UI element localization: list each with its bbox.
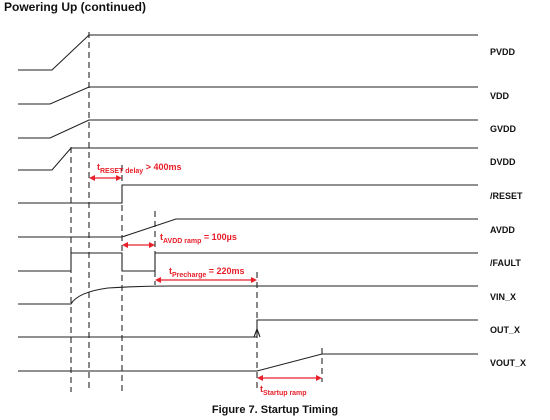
- gvdd-waveform: [18, 119, 478, 139]
- startup-ramp-arrowhead-left: [257, 375, 263, 381]
- page-title: Powering Up (continued): [4, 0, 146, 14]
- label-dvdd: DVDD: [490, 157, 516, 167]
- figure-caption: Figure 7. Startup Timing: [211, 404, 339, 416]
- label-fault: /FAULT: [490, 258, 521, 268]
- waveforms: [18, 34, 478, 372]
- label-gvdd: GVDD: [490, 124, 517, 134]
- label-avdd: AVDD: [490, 225, 515, 235]
- out-waveform: [18, 319, 478, 338]
- pvdd-waveform: [18, 34, 478, 71]
- vin-waveform: [18, 285, 478, 305]
- label-out: OUT_X: [490, 325, 520, 335]
- timing-markers: [70, 32, 323, 392]
- avdd-ramp-arrowhead-right: [149, 242, 155, 248]
- precharge-label: tPrecharge = 220ms: [169, 266, 245, 279]
- label-pvdd: PVDD: [490, 47, 516, 57]
- timing-annotations: [89, 175, 322, 381]
- label-vin: VIN_X: [490, 292, 516, 302]
- dvdd-waveform: [18, 147, 478, 171]
- vdd-waveform: [18, 86, 478, 105]
- out-glitch: [253, 327, 261, 338]
- startup-ramp-label: tStartup ramp: [260, 384, 307, 397]
- label-vout: VOUT_X: [490, 358, 526, 368]
- precharge-arrowhead-left: [155, 277, 161, 283]
- signal-labels: PVDD VDD GVDD DVDD /RESET AVDD /FAULT VI…: [490, 47, 526, 368]
- fault-waveform: [18, 252, 478, 272]
- avdd-ramp-label: tAVDD ramp = 100µs: [160, 232, 237, 245]
- avdd-waveform: [18, 218, 478, 238]
- reset-waveform: [18, 184, 478, 204]
- startup-ramp-arrowhead-right: [316, 375, 322, 381]
- avdd-ramp-arrowhead-left: [122, 242, 128, 248]
- timing-annotation-labels: tRESET delay > 400ms tAVDD ramp = 100µs …: [97, 162, 307, 397]
- vout-waveform: [18, 353, 478, 372]
- reset-delay-label: tRESET delay > 400ms: [97, 162, 181, 175]
- precharge-arrowhead-right: [251, 277, 257, 283]
- label-reset: /RESET: [490, 191, 523, 201]
- reset-delay-arrowhead-left: [89, 175, 95, 181]
- label-vdd: VDD: [490, 91, 510, 101]
- reset-delay-arrowhead-right: [116, 175, 122, 181]
